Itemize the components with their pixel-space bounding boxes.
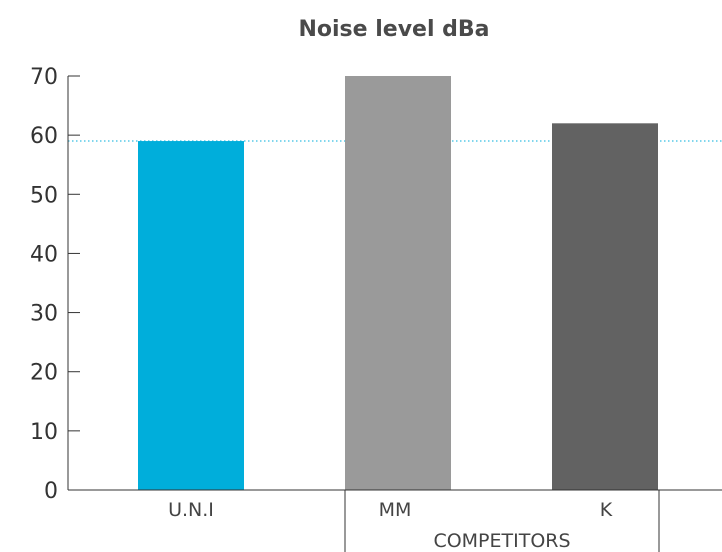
- y-tick-label: 70: [30, 65, 58, 90]
- chart-title: Noise level dBa: [298, 17, 489, 42]
- y-tick-label: 10: [30, 420, 58, 445]
- x-category-label: MM: [379, 499, 412, 521]
- bar-mm: [345, 76, 451, 490]
- x-axis: U.N.I MM K: [68, 489, 722, 552]
- y-tick-label: 30: [30, 302, 58, 327]
- bar-k: [552, 123, 658, 491]
- x-category-label: K: [600, 499, 613, 521]
- y-tick-label: 50: [30, 183, 58, 208]
- bars-group: [138, 76, 658, 491]
- y-tick-label: 20: [30, 361, 58, 386]
- y-axis: 0 10 20 30 40 50 60 70: [30, 65, 80, 504]
- y-tick-label: 60: [30, 124, 58, 149]
- x-category-label: U.N.I: [168, 499, 214, 521]
- bar-u-n-i: [138, 141, 244, 491]
- y-tick-label: 40: [30, 242, 58, 267]
- competitors-group-label: COMPETITORS: [433, 530, 570, 552]
- y-tick-label: 0: [44, 479, 58, 504]
